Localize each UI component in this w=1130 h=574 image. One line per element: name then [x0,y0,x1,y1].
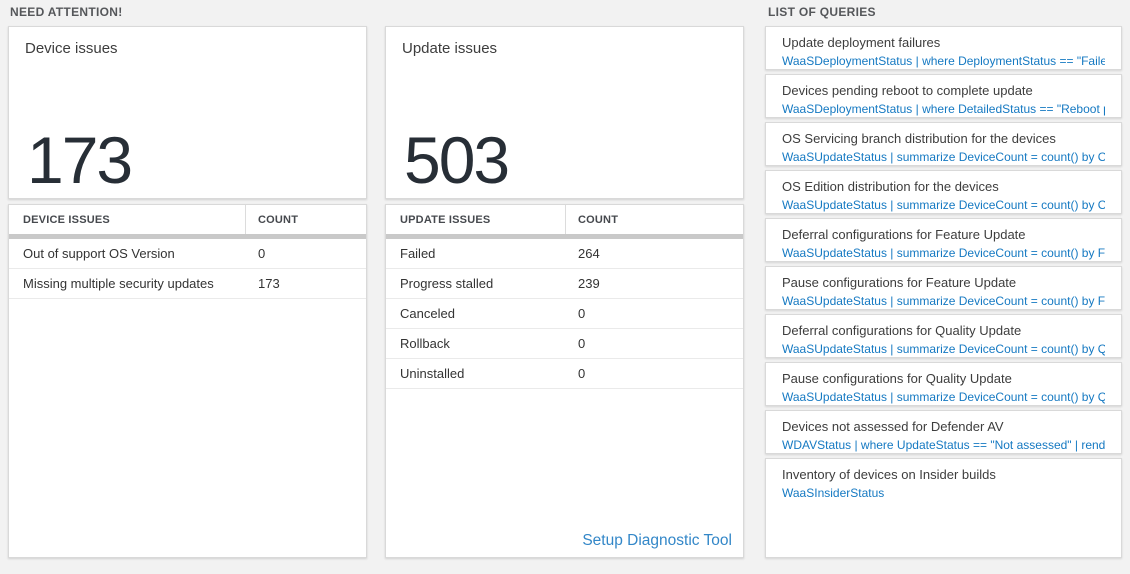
device-table-header-count: COUNT [258,213,299,226]
query-item-pause-quality-update[interactable]: Pause configurations for Quality Update … [765,362,1122,406]
query-name: Deferral configurations for Feature Upda… [782,227,1026,242]
update-table-row-rollback[interactable]: Rollback 0 [386,329,743,359]
update-table-row-failed[interactable]: Failed 264 [386,239,743,269]
query-name: OS Servicing branch distribution for the… [782,131,1056,146]
update-table-header: UPDATE ISSUES COUNT [386,205,743,234]
row-count: 239 [578,276,600,291]
device-table-header-issues: DEVICE ISSUES [9,205,246,234]
row-count: 0 [578,306,586,321]
device-table-row-out-of-support[interactable]: Out of support OS Version 0 [9,239,366,269]
device-table-divider-bar [9,234,366,239]
query-text: WaaSUpdateStatus | summarize DeviceCount… [782,150,1105,164]
row-count: 0 [578,366,586,381]
query-item-pause-feature-update[interactable]: Pause configurations for Feature Update … [765,266,1122,310]
update-issues-title: Update issues [402,40,498,57]
device-issues-table-tile: DEVICE ISSUES COUNT Out of support OS Ve… [8,204,367,558]
query-name: Devices pending reboot to complete updat… [782,83,1033,98]
query-name: Pause configurations for Quality Update [782,371,1012,386]
need-attention-section-label: NEED ATTENTION! [10,5,123,19]
query-item-update-deployment-failures[interactable]: Update deployment failures WaaSDeploymen… [765,26,1122,70]
query-name: Devices not assessed for Defender AV [782,419,1004,434]
row-label: Uninstalled [400,366,465,381]
row-label: Missing multiple security updates [23,276,214,291]
row-count: 173 [258,276,280,291]
query-text: WaaSUpdateStatus | summarize DeviceCount… [782,342,1105,356]
query-text: WaaSDeploymentStatus | where DetailedSta… [782,102,1105,116]
row-label: Out of support OS Version [23,246,175,261]
row-label: Rollback [400,336,450,351]
row-label: Canceled [400,306,455,321]
update-issues-count: 503 [404,123,510,198]
device-issues-title: Device issues [25,40,118,57]
query-text: WaaSUpdateStatus | summarize DeviceCount… [782,390,1105,404]
query-name: Update deployment failures [782,35,941,50]
query-name: Deferral configurations for Quality Upda… [782,323,1022,338]
query-name: OS Edition distribution for the devices [782,179,999,194]
query-text: WaaSUpdateStatus | summarize DeviceCount… [782,246,1105,260]
query-text: WaaSInsiderStatus [782,486,885,500]
query-item-deferral-quality-update[interactable]: Deferral configurations for Quality Upda… [765,314,1122,358]
row-count: 264 [578,246,600,261]
query-item-deferral-feature-update[interactable]: Deferral configurations for Feature Upda… [765,218,1122,262]
update-table-divider-bar [386,234,743,239]
list-of-queries-panel: Update deployment failures WaaSDeploymen… [765,26,1122,558]
device-table-header: DEVICE ISSUES COUNT [9,205,366,234]
query-text: WaaSUpdateStatus | summarize DeviceCount… [782,294,1105,308]
query-name: Inventory of devices on Insider builds [782,467,996,482]
row-label: Failed [400,246,436,261]
update-table-row-uninstalled[interactable]: Uninstalled 0 [386,359,743,389]
query-text: WaaSUpdateStatus | summarize DeviceCount… [782,198,1105,212]
query-text: WaaSDeploymentStatus | where DeploymentS… [782,54,1105,68]
row-label: Progress stalled [400,276,494,291]
query-item-insider-builds-inventory[interactable]: Inventory of devices on Insider builds W… [765,458,1122,558]
device-issues-count: 173 [27,123,133,198]
query-text: WDAVStatus | where UpdateStatus == "Not … [782,438,1105,452]
row-count: 0 [578,336,586,351]
update-table-row-canceled[interactable]: Canceled 0 [386,299,743,329]
query-item-devices-pending-reboot[interactable]: Devices pending reboot to complete updat… [765,74,1122,118]
update-table-row-progress-stalled[interactable]: Progress stalled 239 [386,269,743,299]
update-issues-table-tile: UPDATE ISSUES COUNT Failed 264 Progress … [385,204,744,558]
setup-diagnostic-tool-link[interactable]: Setup Diagnostic Tool [582,532,732,549]
update-table-header-count: COUNT [578,213,619,226]
query-name: Pause configurations for Feature Update [782,275,1017,290]
update-table-header-issues: UPDATE ISSUES [386,205,566,234]
row-count: 0 [258,246,266,261]
update-issues-summary-tile[interactable]: Update issues 503 [385,26,744,199]
query-item-os-edition-distribution[interactable]: OS Edition distribution for the devices … [765,170,1122,214]
device-issues-summary-tile[interactable]: Device issues 173 [8,26,367,199]
query-item-os-servicing-branch[interactable]: OS Servicing branch distribution for the… [765,122,1122,166]
list-of-queries-section-label: LIST OF QUERIES [768,5,876,19]
device-table-row-missing-updates[interactable]: Missing multiple security updates 173 [9,269,366,299]
query-item-defender-av-not-assessed[interactable]: Devices not assessed for Defender AV WDA… [765,410,1122,454]
